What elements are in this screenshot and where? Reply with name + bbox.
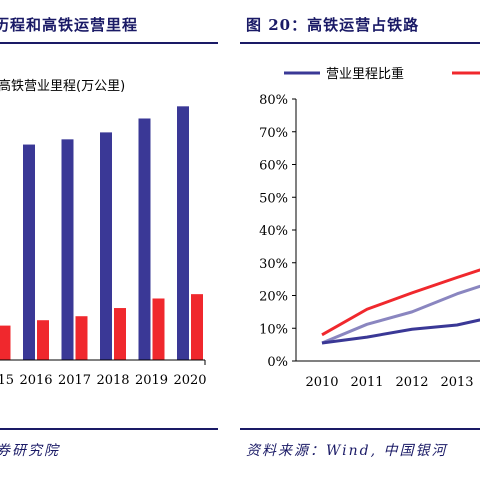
- right-chart-title: 图 20：高铁运营占铁路: [246, 16, 420, 34]
- right-panel: 图 20：高铁运营占铁路 0% 10% 20% 30% 40% 50% 60% 70% 80% 2…: [240, 0, 480, 480]
- y-tick-label: 70%: [259, 126, 288, 141]
- x-tick-label: 2017: [58, 373, 91, 388]
- y-tick-label: 80%: [259, 93, 288, 108]
- bar-second-2017: [75, 316, 88, 360]
- y-tick-label: 60%: [259, 159, 288, 174]
- x-tick-label: 2010: [305, 375, 338, 390]
- x-tick-label: 2016: [19, 373, 52, 388]
- x-tick-label: 2011: [350, 375, 383, 390]
- left-bottom-rule: [0, 428, 218, 430]
- x-tick-label: 2015: [0, 373, 14, 388]
- x-tick-label: 2018: [96, 373, 129, 388]
- x-tick-label: 2020: [173, 373, 206, 388]
- x-tick-label: 2012: [395, 375, 428, 390]
- bar-second-2015: [0, 325, 11, 360]
- bar-second-2016: [37, 320, 49, 360]
- right-source: 资料来源：Wind, 中国银河: [246, 443, 448, 459]
- left-top-rule: [0, 42, 218, 44]
- bar-legend-label: 高铁营业里程(万公里): [0, 78, 125, 94]
- bar-mileage-2018: [100, 132, 112, 360]
- bar-mileage-2016: [23, 144, 35, 360]
- bar-mileage-2020: [177, 106, 189, 360]
- x-tick-label: 2013: [440, 375, 473, 390]
- bar-mileage-2017: [61, 139, 74, 360]
- bar-second-2019: [152, 298, 165, 360]
- y-tick-label: 10%: [259, 322, 288, 337]
- bar-second-2018: [114, 308, 126, 360]
- line-series-share: [321, 318, 480, 345]
- left-chart-title: 历程和高铁运营里程: [0, 16, 139, 34]
- left-source: 券研究院: [0, 443, 60, 459]
- bar-mileage-2019: [138, 118, 151, 360]
- y-tick-label: 0%: [267, 355, 288, 370]
- line-chart: 0% 10% 20% 30% 40% 50% 60% 70% 80% 2010 2011 2012 20…: [259, 66, 480, 390]
- line-series-red: [321, 268, 480, 337]
- x-tick-label: 2019: [135, 373, 168, 388]
- bar-second-2020: [191, 294, 203, 360]
- line-series-light: [321, 284, 480, 345]
- y-tick-label: 20%: [259, 290, 288, 305]
- y-tick-label: 40%: [259, 224, 288, 239]
- left-panel: 历程和高铁运营里程 高铁营业里程(万公里) 2015 2016 2017 2018 201…: [0, 0, 218, 480]
- right-top-rule: [240, 42, 480, 44]
- bar-chart: 高铁营业里程(万公里) 2015 2016 2017 2018 2019 2020: [0, 78, 207, 388]
- right-bottom-rule: [240, 428, 480, 430]
- y-tick-label: 50%: [259, 191, 288, 206]
- legend-label-share: 营业里程比重: [326, 66, 404, 82]
- y-tick-label: 30%: [259, 257, 288, 272]
